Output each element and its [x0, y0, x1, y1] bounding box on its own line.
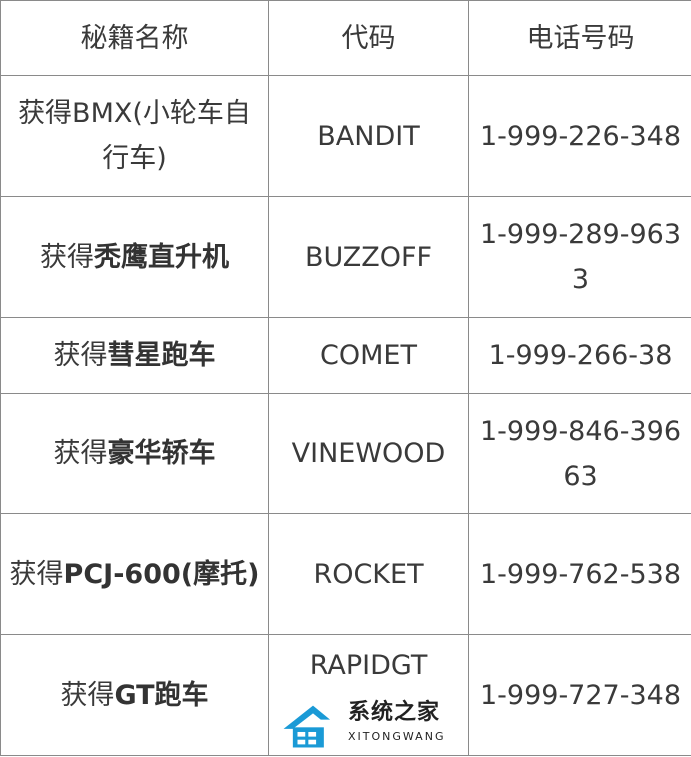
cheat-name-bold: PCJ-600(摩托)	[63, 558, 260, 590]
cheat-code: ROCKET	[268, 513, 469, 635]
table-row: 获得BMX(小轮车自行车) BANDIT 1-999-226-348	[0, 75, 691, 197]
cheat-phone: 1-999-226-348	[468, 75, 691, 197]
cheat-phone: 1-999-846-39663	[468, 393, 691, 514]
header-name: 秘籍名称	[0, 0, 269, 76]
table-row: 获得豪华轿车 VINEWOOD 1-999-846-39663	[0, 393, 691, 514]
watermark-logo: 系统之家 XITONGWANG	[282, 696, 458, 756]
cheat-name-bold: 豪华轿车	[107, 438, 216, 469]
cheat-phone: 1-999-762-538	[468, 513, 691, 635]
cheat-code: BUZZOFF	[268, 196, 469, 318]
cheat-name-bold: GT跑车	[114, 679, 209, 711]
header-row: 秘籍名称 代码 电话号码	[0, 0, 691, 76]
cheat-name-bold: 彗星跑车	[107, 340, 216, 371]
header-code: 代码	[268, 0, 469, 76]
house-logo-icon	[283, 705, 331, 748]
table-row: 获得PCJ-600(摩托) ROCKET 1-999-762-538	[0, 513, 691, 635]
cheat-phone: 1-999-727-348	[468, 634, 691, 756]
watermark-subtext: XITONGWANG	[348, 730, 446, 743]
cheat-name: 获得PCJ-600(摩托)	[0, 513, 269, 635]
cheat-name: 获得GT跑车	[0, 634, 269, 756]
cheat-name: 获得彗星跑车	[0, 317, 269, 394]
watermark-text: 系统之家	[348, 700, 441, 725]
cheat-name-bold: 秃鹰直升机	[94, 241, 229, 273]
cheat-name: 获得秃鹰直升机	[0, 196, 269, 318]
header-phone: 电话号码	[468, 0, 691, 76]
cheat-phone: 1-999-289-9633	[468, 196, 691, 318]
table-row: 获得彗星跑车 COMET 1-999-266-38	[0, 317, 691, 394]
table-row: 获得秃鹰直升机 BUZZOFF 1-999-289-9633	[0, 196, 691, 318]
cheat-code: BANDIT	[268, 75, 469, 197]
cheat-name: 获得BMX(小轮车自行车)	[0, 75, 269, 197]
cheat-name: 获得豪华轿车	[0, 393, 269, 514]
cheat-code: VINEWOOD	[268, 393, 469, 514]
cheat-code: COMET	[268, 317, 469, 394]
cheat-phone: 1-999-266-38	[468, 317, 691, 394]
